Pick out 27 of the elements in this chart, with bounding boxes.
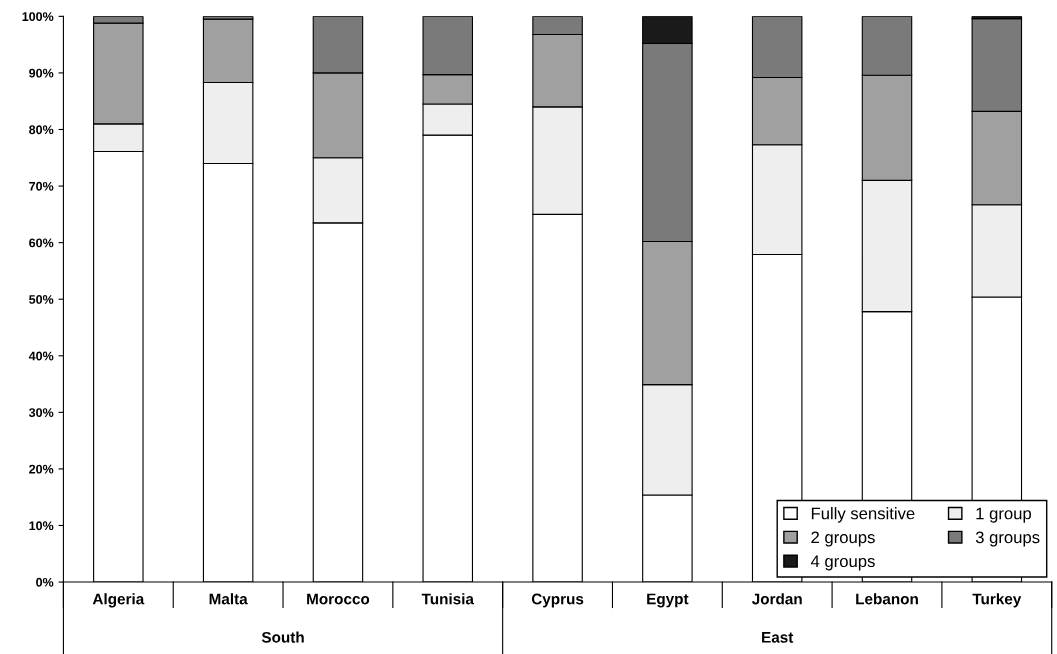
x-tick-label: Turkey xyxy=(972,593,1022,608)
x-tick-label: Jordan xyxy=(751,593,802,605)
y-tick-label: 50% xyxy=(29,295,54,304)
x-tick-label: Cyprus xyxy=(531,593,584,608)
x-tick-label: Malta xyxy=(209,593,248,605)
y-tick-label: 90% xyxy=(29,68,54,78)
text: East xyxy=(762,632,794,643)
y-tick-label: 100% xyxy=(22,12,54,21)
legend-label: 4 groups xyxy=(810,555,875,571)
x-tick-label: Tunisia xyxy=(421,593,475,605)
x-tick-label: Algeria xyxy=(92,593,145,608)
y-tick-label: 10% xyxy=(29,521,54,531)
y-tick-label: 30% xyxy=(28,408,54,418)
y-tick-label: 20% xyxy=(29,464,54,474)
y-tick-label: 60% xyxy=(29,238,54,248)
legend-label: 1 group xyxy=(976,507,1032,523)
legend-label: Fully sensitive xyxy=(811,507,915,523)
y-tick-label: 80% xyxy=(29,125,54,135)
legend-label: 2 groups xyxy=(811,531,875,547)
y-tick-label: 40% xyxy=(28,351,54,361)
x-tick-label: Morocco xyxy=(307,593,370,605)
text: South xyxy=(261,631,304,643)
y-tick-label: 70% xyxy=(29,181,54,191)
legend-label: 3 groups xyxy=(975,531,1040,547)
y-tick-label: 0% xyxy=(36,577,54,587)
x-tick-label: Lebanon xyxy=(856,593,918,605)
x-tick-label: Egypt xyxy=(647,593,689,608)
